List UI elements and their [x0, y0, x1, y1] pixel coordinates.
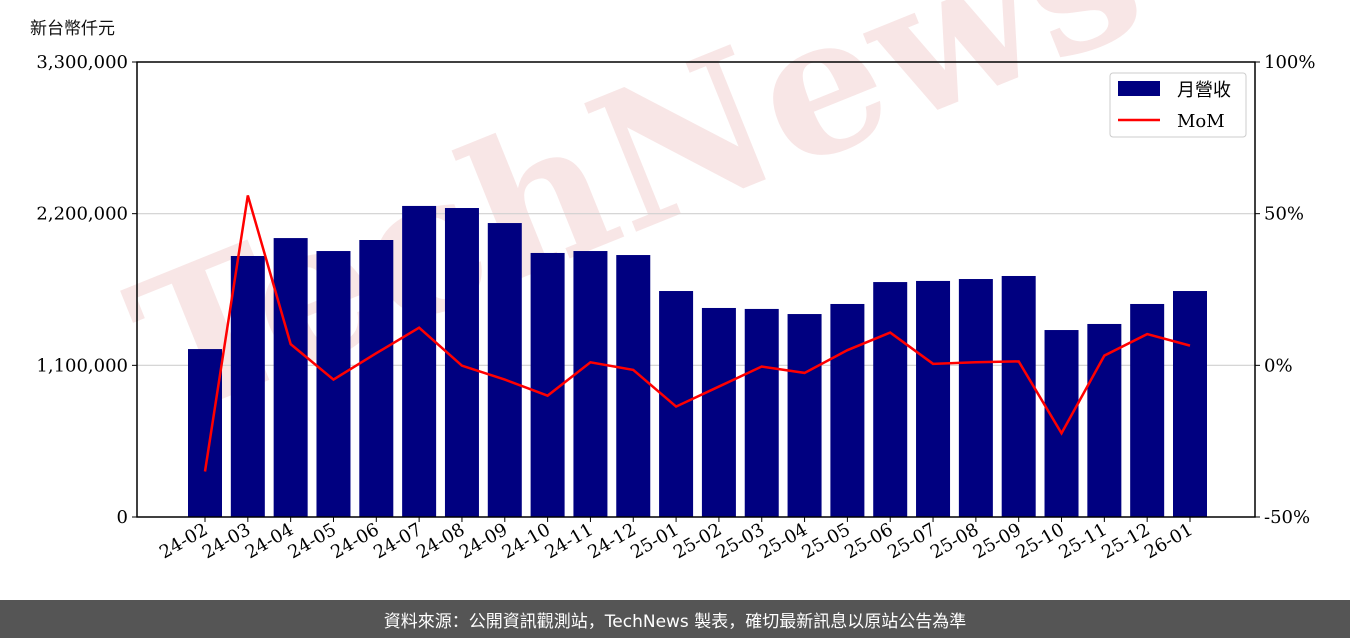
x-tick-label: 24-05 — [285, 519, 340, 563]
bar-25-02 — [701, 307, 736, 517]
x-tick-label: 26-01 — [1141, 519, 1196, 563]
left-tick-label: 3,300,000 — [36, 52, 128, 73]
chart: TechNews 01,100,0002,200,0003,300,000-50… — [36, 0, 1315, 563]
bar-24-05 — [316, 251, 351, 518]
mom-polyline — [203, 195, 1191, 472]
right-tick-label: -50% — [1264, 507, 1310, 528]
bar-24-12 — [616, 255, 651, 517]
x-tick-label: 25-04 — [756, 519, 811, 563]
bar-25-11 — [1087, 323, 1122, 517]
mom-line — [203, 195, 1191, 472]
bar-24-02 — [188, 349, 222, 517]
bar-26-01 — [1173, 291, 1207, 517]
right-tick-label: 100% — [1264, 52, 1315, 73]
left-tick-label: 1,100,000 — [36, 355, 128, 376]
bar-24-11 — [573, 251, 608, 518]
x-tick-label: 24-12 — [584, 519, 639, 563]
right-tick-label: 50% — [1264, 204, 1304, 225]
bar-24-03 — [230, 255, 265, 517]
bar-25-03 — [744, 308, 779, 517]
bar-24-10 — [530, 252, 565, 517]
legend-label-mom: MoM — [1177, 111, 1225, 132]
footer-source: 資料來源：公開資訊觀測站，TechNews 製表，確切最新訊息以原站公告為準 — [0, 600, 1350, 638]
bar-24-09 — [487, 223, 522, 517]
x-tick-label: 24-08 — [413, 519, 468, 563]
bar-25-07 — [916, 280, 951, 517]
bars — [188, 205, 1207, 518]
bar-25-10 — [1044, 330, 1079, 517]
x-tick-label: 24-03 — [199, 519, 254, 563]
bar-25-01 — [659, 291, 694, 517]
x-tick-label: 24-04 — [242, 519, 297, 563]
plot-frame — [136, 61, 1256, 518]
legend-swatch-bar — [1118, 81, 1160, 96]
bar-24-08 — [444, 208, 479, 517]
x-tick-label: 24-06 — [327, 519, 382, 563]
bar-25-08 — [958, 279, 993, 517]
bar-25-06 — [873, 282, 908, 517]
x-tick-label: 24-09 — [456, 519, 511, 563]
x-tick-label: 24-11 — [541, 519, 596, 563]
x-tick-label: 25-02 — [670, 519, 725, 563]
x-tick-label: 25-01 — [627, 519, 682, 563]
right-tick-label: 0% — [1264, 355, 1293, 376]
x-tick-label: 25-03 — [713, 519, 768, 563]
bar-25-09 — [1001, 275, 1036, 517]
x-tick-label: 25-11 — [1055, 519, 1110, 563]
bar-25-05 — [830, 303, 865, 517]
x-tick-label: 24-07 — [370, 519, 425, 563]
left-tick-label: 2,200,000 — [36, 204, 128, 225]
x-tick-label: 25-05 — [798, 519, 853, 563]
x-tick-label: 25-07 — [884, 519, 939, 563]
bar-24-06 — [359, 240, 394, 517]
x-tick-label: 25-08 — [927, 519, 982, 563]
bar-24-04 — [273, 238, 308, 517]
x-tick-label: 24-02 — [156, 519, 211, 563]
bar-25-04 — [787, 314, 822, 517]
x-tick-label: 25-12 — [1098, 519, 1153, 563]
x-tick-label: 25-06 — [841, 519, 896, 563]
bar-25-12 — [1130, 303, 1165, 517]
legend-label-revenue: 月營收 — [1177, 80, 1231, 101]
x-tick-label: 24-10 — [499, 519, 554, 563]
legend: 月營收 MoM — [1109, 72, 1247, 138]
x-tick-label: 25-10 — [1013, 519, 1068, 563]
y-axis-label: 新台幣仟元 — [30, 19, 115, 39]
left-tick-label: 0 — [117, 507, 128, 528]
x-tick-label: 25-09 — [970, 519, 1025, 563]
bar-24-07 — [402, 205, 437, 518]
